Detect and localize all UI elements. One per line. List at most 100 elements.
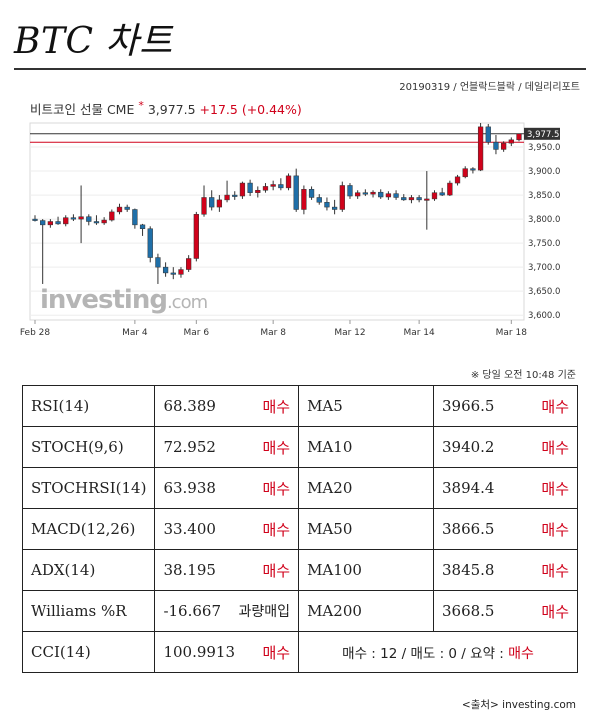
indicator-name: CCI(14) [21,631,156,673]
candle-body [86,216,92,222]
x-tick-label: Mar 12 [334,328,365,338]
x-tick-label: Mar 8 [260,328,286,338]
page-title: BTC 차트 [14,21,173,62]
candle-body [347,185,353,197]
indicator-value-cell: 100.9913 매수 [154,631,300,673]
candle-body [186,258,192,270]
candle-body [301,189,307,210]
candle-body [262,186,269,191]
ma-signal: 매수 [541,602,569,621]
candle-body [339,185,345,210]
instrument-name: 비트코인 선물 CME [30,102,135,117]
candle-body [132,209,138,226]
indicator-name: MACD(12,26) [21,508,156,550]
candle-body [224,194,230,201]
indicator-name: STOCHRSI(14) [21,467,156,509]
ma-value-cell: 3866.5 매수 [432,508,579,550]
indicator-value: 100.9913 [163,643,236,661]
candle-body [508,139,514,144]
candle-body [270,184,276,187]
candle-body [485,126,491,143]
candle-body [408,197,415,201]
candle-body [201,197,207,215]
y-tick-label: 3,700.0 [528,263,560,273]
ma-name: MA100 [298,549,434,591]
ma-signal: 매수 [541,479,569,498]
candle-body [116,206,123,213]
ma-value-cell: 3940.2 매수 [432,426,579,468]
source-credit: <출처> investing.com [461,699,576,711]
candle-body [32,218,38,221]
ma-name: MA200 [298,590,434,632]
ma-name: MA10 [298,426,434,468]
ma-signal: 매수 [541,520,569,539]
x-tick-label: Feb 28 [20,328,51,338]
candle-body [40,220,46,226]
candle-body [324,202,330,208]
delayed-star: * [138,99,144,112]
candle-body [278,184,284,189]
summary-signal: 매수 [508,645,534,662]
candle-body [462,168,468,178]
ma-value: 3966.5 [441,397,495,415]
technical-indicators-table: RSI(14) 68.389 매수 MA5 3966.5 매수 STOCH(9,6) 72.9… [21,385,579,673]
indicator-value-cell: 63.938 매수 [154,467,300,509]
ma-value-cell: 3966.5 매수 [432,385,579,427]
candle-body [362,192,368,195]
candle-body [431,192,438,200]
price-change-pct: (+0.44%) [241,102,302,117]
candle-body [285,175,292,189]
indicator-name: Williams %R [21,590,156,632]
indicator-signal: 매수 [262,520,291,539]
summary-counts: 매수 : 12 / 매도 : 0 / 요약 : [342,645,509,662]
candle-body [147,228,153,258]
price-chart: 3,950.0 3,900.0 3,850.0 3,800.0 3,750.0 3,700… [0,120,600,345]
candle-body [170,272,176,275]
indicator-value: -16.667 [163,602,221,620]
candle-body [78,216,84,220]
candle-body [232,194,238,197]
indicator-name: ADX(14) [21,549,156,591]
as-of-note: ※ 당일 오전 10:48 기준 [470,370,576,381]
x-tick-label: Mar 14 [403,328,435,338]
indicator-value: 63.938 [163,479,216,497]
watermark: investing.com [40,285,207,315]
candle-body [308,189,315,198]
candle-body [416,197,422,201]
candle-body [439,192,445,196]
y-tick-label: 3,950.0 [528,143,560,153]
candle-body [155,257,161,268]
y-tick-label: 3,800.0 [528,215,560,225]
candle-body [216,199,223,208]
indicator-row-last: CCI(14) 100.9913 매수 매수 : 12 / 매도 : 0 / 요약 :… [21,631,578,673]
candle-body [247,182,253,193]
candle-body [393,193,399,198]
indicator-signal: 매수 [262,643,291,662]
candle-body [501,142,507,150]
candle-body [331,206,338,210]
candle-body [385,193,392,198]
ma-value: 3940.2 [441,438,495,456]
candle-body [493,141,499,150]
indicator-row: RSI(14) 68.389 매수 MA5 3966.5 매수 [21,385,579,427]
ma-name: MA20 [298,467,434,509]
ma-name: MA5 [298,385,434,427]
candle-body [255,190,261,193]
indicator-row: STOCH(9,6) 72.952 매수 MA10 3940.2 매수 [21,426,579,468]
ma-value: 3866.5 [441,520,495,538]
y-tick-label: 3,850.0 [528,191,560,201]
ma-signal: 매수 [541,397,569,416]
candle-body [516,133,522,141]
ma-value-cell: 3845.8 매수 [432,549,579,591]
ma-signal: 매수 [541,561,569,580]
indicator-value: 72.952 [163,438,216,456]
indicator-value: 68.389 [163,397,216,415]
candle-body [355,192,361,197]
indicator-signal: 매수 [262,561,291,580]
candle-body [424,198,430,201]
candle-body [447,182,453,196]
ma-value: 3894.4 [441,479,495,497]
ma-name: MA50 [298,508,434,550]
plot-area [29,122,525,321]
last-price-tag-label: 3,977.5 [527,130,559,140]
